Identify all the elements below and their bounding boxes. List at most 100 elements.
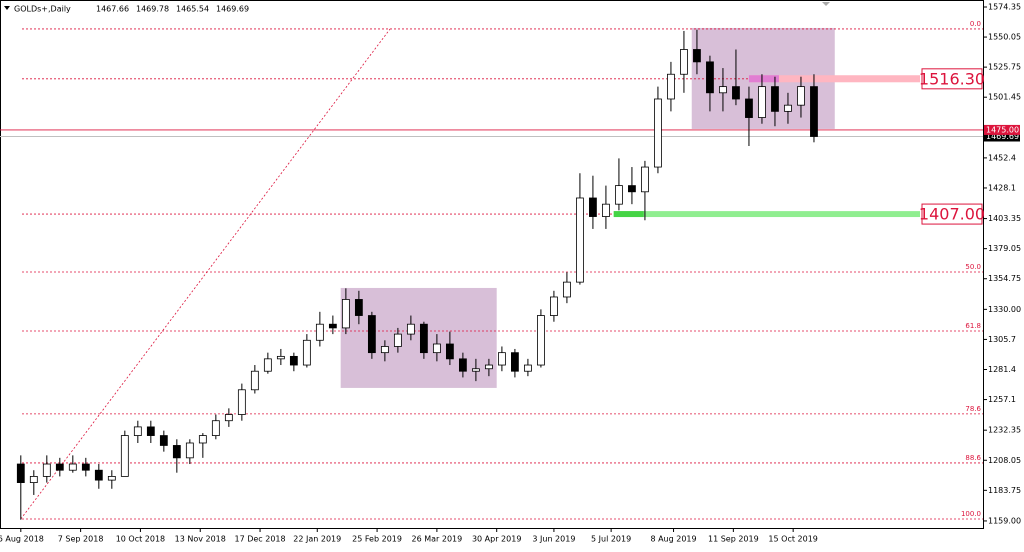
- x-tick-label: 30 Apr 2019: [472, 535, 521, 544]
- menu-icon: [4, 6, 10, 10]
- candle-body: [263, 358, 272, 372]
- candle-body: [367, 315, 376, 354]
- candle-body: [185, 442, 194, 459]
- x-tick-label: 10 Oct 2018: [116, 535, 165, 544]
- candle-body: [328, 323, 337, 329]
- y-tick-label: 1428.1: [988, 183, 1016, 192]
- candle-body: [302, 339, 311, 366]
- candle-body: [758, 86, 766, 118]
- candle-body: [159, 435, 168, 446]
- candle-body: [146, 426, 155, 436]
- candle-body: [81, 463, 90, 471]
- candle-body: [706, 61, 714, 94]
- y-tick-label: 1159.00: [988, 516, 1021, 525]
- y-tick-label: 1403.35: [988, 214, 1021, 223]
- x-tick-label: 15 Oct 2019: [768, 535, 817, 544]
- candle-body: [458, 358, 467, 372]
- level-band: [613, 211, 920, 218]
- header-value: 1467.66: [96, 5, 129, 14]
- candle-body: [511, 352, 519, 372]
- x-tick-label: 8 Aug 2019: [650, 535, 696, 544]
- fib-label: 0.0: [970, 20, 981, 28]
- bid-tag: [984, 131, 1020, 142]
- candle-body: [810, 86, 818, 137]
- candle-body: [94, 469, 103, 481]
- candle-body: [550, 296, 558, 316]
- y-tick-label: 1305.7: [988, 335, 1016, 344]
- y-tick-label: 1501.45: [988, 93, 1021, 102]
- level-label-box: [921, 203, 983, 225]
- x-tick-label: 5 Jul 2019: [591, 535, 631, 544]
- candle-body: [224, 414, 233, 422]
- zone-box: [340, 287, 497, 388]
- y-tick-label: 1525.75: [988, 63, 1021, 72]
- candle-body: [289, 355, 298, 366]
- candle-body: [29, 476, 38, 483]
- x-tick-label: 25 Feb 2019: [352, 535, 402, 544]
- candle-body: [797, 86, 805, 106]
- y-tick-label: 1330.00: [988, 305, 1021, 314]
- y-tick-label: 1354.75: [988, 274, 1021, 283]
- candle-body: [667, 73, 675, 100]
- y-tick-label: 1257.1: [988, 395, 1016, 404]
- candle-body: [354, 299, 363, 316]
- candle-body: [576, 197, 584, 283]
- candle-body: [393, 333, 402, 347]
- candle-body: [341, 299, 350, 329]
- bid-label: 1469.69: [986, 132, 1019, 141]
- candle-body: [432, 343, 441, 354]
- candle-body: [107, 476, 116, 481]
- x-tick-label: 26 Mar 2019: [412, 535, 463, 544]
- candle-body: [589, 197, 597, 217]
- x-tick-label: 6 Aug 2018: [0, 535, 44, 544]
- level-head: [613, 211, 644, 218]
- x-tick-label: 7 Sep 2018: [58, 535, 104, 544]
- level-label: 1516.30: [919, 69, 985, 88]
- candle-body: [120, 435, 129, 477]
- fib-label: 88.6: [965, 454, 981, 462]
- header-value: 1465.54: [176, 5, 209, 14]
- candle-body: [471, 368, 480, 372]
- candle-body: [484, 364, 493, 370]
- candle-body: [237, 389, 246, 415]
- candle-body: [198, 435, 207, 444]
- y-tick-label: 1208.05: [988, 456, 1021, 465]
- y-tick-label: 1452.4: [988, 153, 1016, 162]
- candle-body: [524, 364, 532, 372]
- candle-body: [680, 49, 688, 75]
- y-tick-label: 1550.05: [988, 33, 1021, 42]
- candle-body: [445, 343, 454, 360]
- fib-label: 61.8: [965, 322, 981, 330]
- candle-body: [654, 98, 662, 168]
- candle-body: [276, 355, 285, 360]
- candle-body: [211, 420, 220, 436]
- price-label: 1475.00: [986, 125, 1019, 134]
- fib-label: 50.0: [965, 263, 981, 271]
- y-tick-label: 1281.4: [988, 365, 1016, 374]
- shift-icon: [822, 2, 830, 6]
- candle-body: [42, 463, 51, 477]
- y-tick-label: 1574.35: [988, 2, 1021, 11]
- candle-body: [745, 98, 753, 118]
- price-tag: [984, 124, 1020, 135]
- candle-body: [693, 49, 701, 63]
- x-tick-label: 13 Nov 2018: [175, 535, 226, 544]
- candle-body: [602, 203, 610, 217]
- candle-body: [16, 463, 25, 483]
- candle-body: [537, 315, 545, 366]
- candle-body: [315, 323, 324, 341]
- level-band: [748, 75, 920, 83]
- y-tick-label: 1232.35: [988, 426, 1021, 435]
- x-tick-label: 3 Jun 2019: [532, 535, 575, 544]
- x-tick-label: 11 Sep 2019: [708, 535, 759, 544]
- candle-body: [641, 166, 649, 193]
- x-tick-label: 17 Dec 2018: [234, 535, 285, 544]
- candle-body: [380, 346, 389, 354]
- candle-body: [784, 104, 792, 112]
- candle-body: [68, 463, 77, 471]
- fib-label: 78.6: [965, 405, 981, 413]
- candle-body: [628, 185, 636, 193]
- candle-body: [55, 463, 64, 471]
- candle-body: [498, 352, 506, 366]
